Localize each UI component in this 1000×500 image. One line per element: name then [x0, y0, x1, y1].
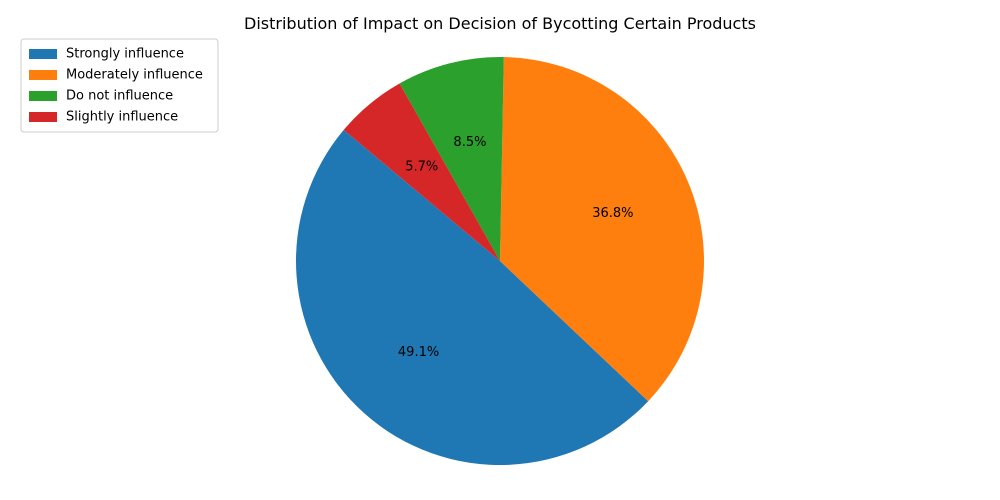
- slice-label-slightly-influence: 5.7%: [405, 159, 438, 174]
- legend-label-moderately-influence: Moderately influence: [66, 68, 203, 83]
- legend-label-slightly-influence: Slightly influence: [66, 110, 178, 125]
- pie-slice-strongly-influence: [295, 129, 649, 466]
- legend-items: Strongly influence Moderately influence Do…: [29, 47, 203, 125]
- pie-slice-do-not-influence: [399, 57, 504, 261]
- pie-slice-slightly-influence: [343, 83, 500, 262]
- pie-slice-moderately-influence: [500, 57, 704, 402]
- legend-swatch-slightly-influence: [29, 112, 57, 122]
- legend-swatch-do-not-influence: [29, 91, 57, 101]
- legend-swatch-strongly-influence: [29, 49, 57, 59]
- pie-slices: [295, 57, 704, 466]
- chart-title: Distribution of Impact on Decision of By…: [244, 14, 756, 33]
- slice-label-strongly-influence: 49.1%: [398, 345, 439, 360]
- pie-slice-labels: 49.1% 36.8% 8.5% 5.7%: [398, 135, 634, 360]
- legend: Strongly influence Moderately influence Do…: [20, 38, 219, 133]
- legend-frame: [20, 38, 219, 133]
- slice-label-moderately-influence: 36.8%: [592, 206, 633, 221]
- legend-label-do-not-influence: Do not influence: [66, 89, 173, 104]
- legend-swatch-moderately-influence: [29, 70, 57, 80]
- slice-label-do-not-influence: 8.5%: [453, 135, 486, 150]
- legend-label-strongly-influence: Strongly influence: [66, 47, 184, 62]
